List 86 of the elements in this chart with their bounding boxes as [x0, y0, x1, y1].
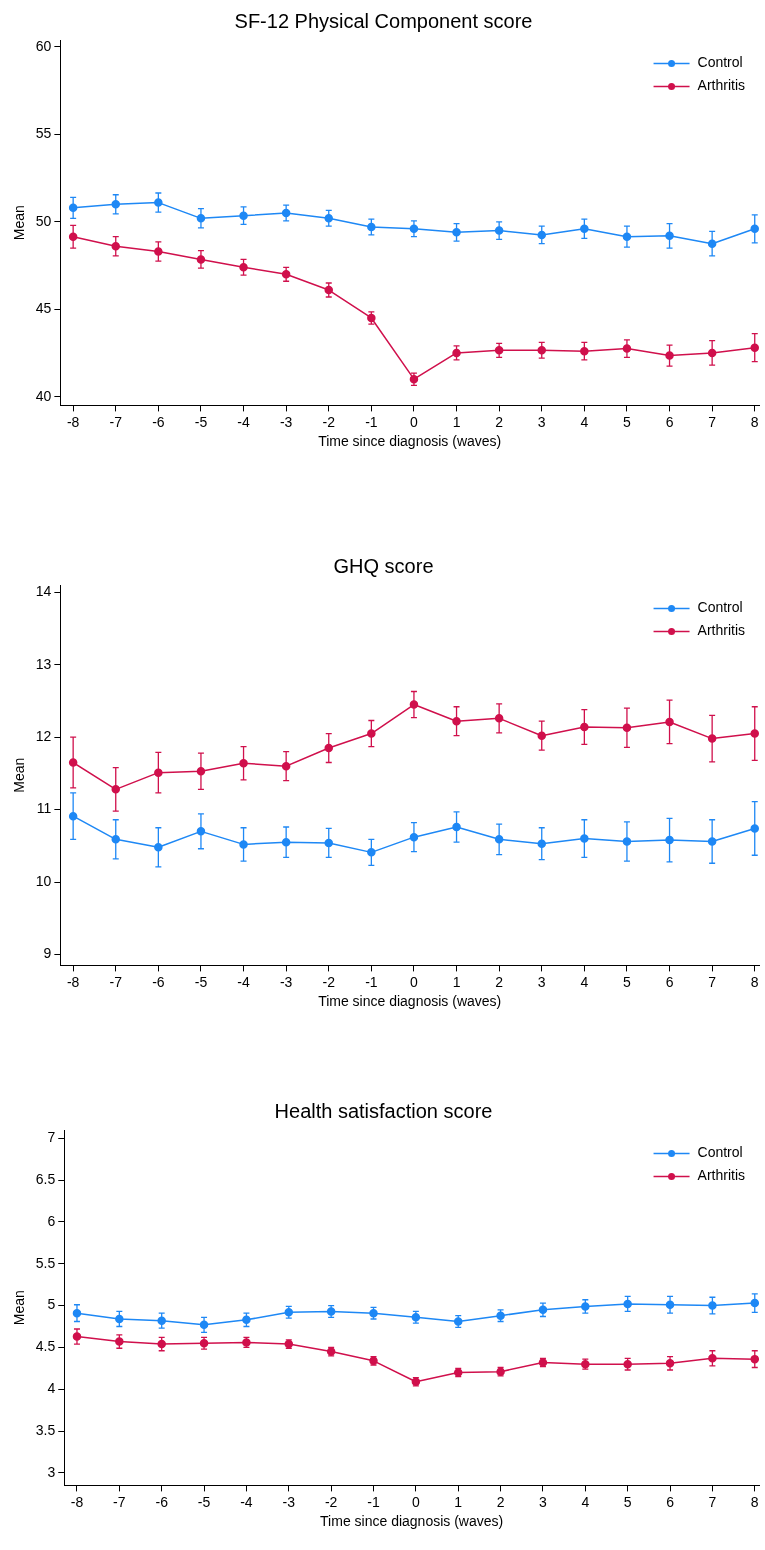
x-tick-label: -3 [279, 413, 293, 430]
y-tick-label: 45 [35, 300, 52, 317]
y-axis-title: Mean [11, 757, 28, 793]
legend-label: Control [697, 54, 743, 71]
x-tick-label: -7 [113, 1493, 126, 1510]
y-tick-label: 3 [47, 1463, 56, 1480]
chart-title: GHQ score [333, 554, 434, 577]
legend-label: Arthritis [697, 622, 745, 639]
x-tick-label: 0 [410, 413, 419, 430]
x-tick-label: 8 [750, 413, 759, 430]
x-tick-label: 6 [665, 413, 674, 430]
x-tick-label: -1 [367, 1493, 380, 1510]
y-tick-label: 7 [47, 1129, 56, 1146]
y-tick-label: 9 [43, 945, 52, 962]
x-tick-label: -3 [282, 1493, 296, 1510]
legend-label: Control [697, 599, 743, 616]
x-tick-label: -5 [194, 973, 208, 990]
x-tick-label: 3 [537, 973, 546, 990]
legend-label: Arthritis [697, 77, 745, 94]
x-tick-label: 7 [708, 973, 717, 990]
x-tick-label: 5 [623, 1493, 632, 1510]
y-tick-label: 40 [35, 387, 52, 404]
x-tick-label: 5 [623, 413, 632, 430]
x-tick-label: -4 [237, 413, 250, 430]
y-tick-label: 14 [35, 583, 52, 600]
y-tick-label: 6 [47, 1212, 56, 1229]
x-tick-label: -7 [109, 413, 123, 430]
x-tick-label: 2 [495, 973, 504, 990]
x-axis-title: Time since diagnosis (waves) [320, 1513, 504, 1530]
x-tick-label: -6 [152, 973, 165, 990]
y-tick-label: 3.5 [35, 1421, 56, 1438]
x-tick-label: -8 [70, 1493, 84, 1510]
x-tick-label: -8 [66, 413, 80, 430]
x-tick-label: -2 [322, 973, 336, 990]
x-tick-label: 4 [580, 413, 589, 430]
x-tick-label: -3 [279, 973, 293, 990]
x-tick-label: -5 [197, 1493, 211, 1510]
y-axis-title: Mean [11, 205, 28, 241]
x-axis-title: Time since diagnosis (waves) [318, 433, 502, 450]
x-tick-label: 2 [495, 413, 504, 430]
y-tick-label: 11 [36, 800, 52, 817]
y-tick-label: 5.5 [35, 1254, 56, 1271]
y-axis-title: Mean [11, 1290, 28, 1326]
legend-label: Control [697, 1144, 743, 1161]
x-tick-label: -1 [365, 973, 378, 990]
x-tick-label: 5 [623, 973, 632, 990]
x-tick-label: 4 [580, 973, 589, 990]
y-tick-label: 5 [47, 1296, 56, 1313]
x-tick-label: 2 [496, 1493, 505, 1510]
x-tick-label: 1 [452, 973, 461, 990]
x-tick-label: 0 [410, 973, 419, 990]
x-tick-label: 6 [666, 1493, 675, 1510]
x-tick-label: 1 [454, 1493, 463, 1510]
y-tick-label: 50 [35, 212, 52, 229]
x-tick-label: 3 [539, 1493, 548, 1510]
x-tick-label: -6 [152, 413, 165, 430]
y-tick-label: 55 [35, 125, 52, 142]
x-tick-label: -4 [240, 1493, 253, 1510]
x-tick-label: -5 [194, 413, 208, 430]
x-tick-label: -2 [322, 413, 336, 430]
x-tick-label: -8 [66, 973, 80, 990]
y-tick-label: 4.5 [35, 1338, 56, 1355]
y-tick-label: 13 [35, 655, 52, 672]
x-tick-label: -6 [155, 1493, 169, 1510]
x-tick-label: 0 [411, 1493, 420, 1510]
x-tick-label: -4 [237, 973, 250, 990]
y-tick-label: 60 [35, 37, 52, 54]
x-tick-label: 7 [708, 1493, 717, 1510]
x-tick-label: 8 [750, 1493, 759, 1510]
x-tick-label: 7 [708, 413, 717, 430]
legend-label: Arthritis [697, 1167, 745, 1184]
chart-title: Health satisfaction score [274, 1099, 493, 1122]
y-tick-label: 10 [35, 872, 52, 889]
x-tick-label: -7 [109, 973, 123, 990]
x-tick-label: -1 [365, 413, 378, 430]
x-tick-label: 4 [581, 1493, 590, 1510]
x-tick-label: 3 [537, 413, 546, 430]
x-axis-title: Time since diagnosis (waves) [318, 993, 502, 1010]
y-tick-label: 6.5 [35, 1171, 56, 1188]
chart-title: SF-12 Physical Component score [234, 9, 533, 32]
y-tick-label: 4 [47, 1380, 56, 1397]
x-tick-label: 8 [750, 973, 759, 990]
x-tick-label: -2 [324, 1493, 338, 1510]
x-tick-label: 1 [452, 413, 461, 430]
x-tick-label: 6 [665, 973, 674, 990]
y-tick-label: 12 [35, 728, 52, 745]
